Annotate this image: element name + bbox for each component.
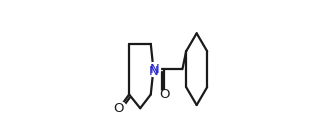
Text: O: O <box>113 102 124 115</box>
Text: O: O <box>159 88 170 101</box>
Text: N: N <box>149 65 159 78</box>
Text: N: N <box>149 63 159 76</box>
